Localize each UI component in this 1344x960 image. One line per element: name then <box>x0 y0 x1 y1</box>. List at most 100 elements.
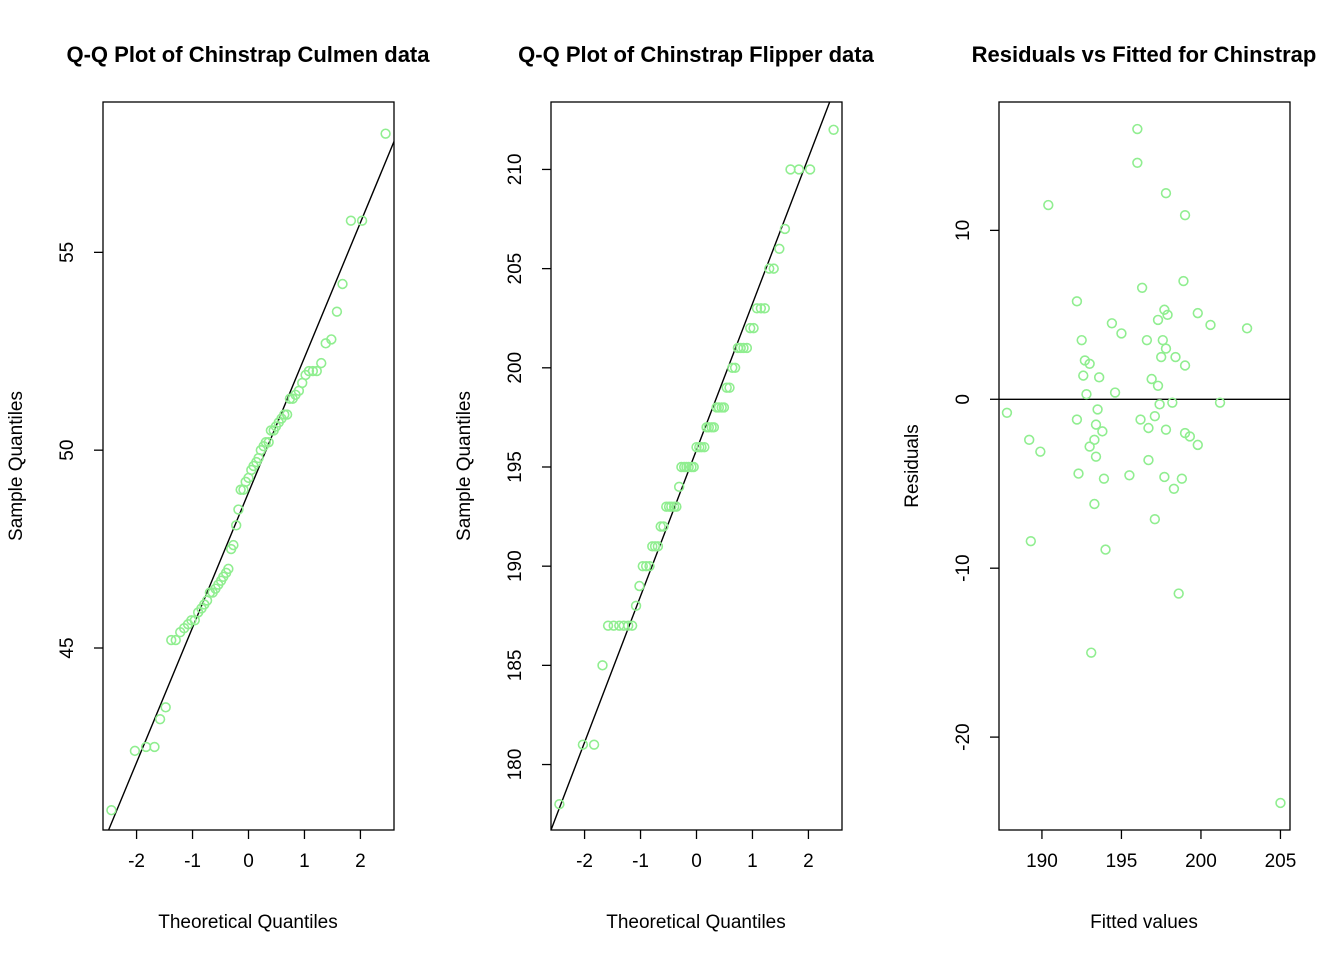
data-point <box>1141 334 1153 346</box>
data-point <box>785 164 796 175</box>
data-point <box>1241 323 1253 334</box>
data-point <box>729 362 741 374</box>
data-point <box>1132 157 1143 169</box>
y-tick-label: 0 <box>953 394 974 405</box>
chart-title: Residuals vs Fitted for Chinstrap <box>972 42 1317 67</box>
data-point <box>748 322 759 334</box>
data-point <box>745 322 756 334</box>
data-point <box>1090 451 1102 462</box>
y-tick-label: 180 <box>505 749 526 781</box>
data-point <box>626 620 638 631</box>
data-point <box>1071 296 1083 307</box>
data-point <box>311 365 322 377</box>
data-point <box>1092 404 1103 415</box>
data-point <box>577 739 589 750</box>
y-tick-label: 190 <box>505 550 526 582</box>
data-point <box>1035 446 1046 457</box>
data-point <box>673 481 685 493</box>
data-point <box>804 164 816 175</box>
data-point <box>721 382 732 393</box>
data-point <box>345 215 357 226</box>
data-point <box>666 501 677 512</box>
data-point <box>768 263 779 274</box>
data-point <box>1162 309 1173 321</box>
data-point <box>228 539 239 551</box>
qq-reference-line <box>107 141 394 830</box>
data-point <box>671 501 682 512</box>
data-point <box>735 342 746 354</box>
data-point <box>337 278 348 290</box>
y-tick-label: -10 <box>953 554 974 581</box>
data-point <box>683 461 694 473</box>
data-point <box>233 504 244 515</box>
y-tick-label: 55 <box>57 242 78 263</box>
data-point <box>1149 514 1161 525</box>
data-point <box>1024 434 1035 446</box>
data-point <box>1090 419 1102 430</box>
data-point <box>1098 473 1110 484</box>
data-point <box>597 660 608 671</box>
data-point <box>676 461 687 473</box>
data-point <box>649 541 661 552</box>
plot-frame <box>998 101 1291 831</box>
data-point <box>779 223 791 235</box>
data-point <box>1154 399 1165 410</box>
data-point <box>1160 188 1172 199</box>
data-point <box>554 799 565 810</box>
y-tick-label: 185 <box>505 650 526 682</box>
chart-title: Q-Q Plot of Chinstrap Culmen data <box>66 42 430 67</box>
x-tick-label: 1 <box>299 851 310 872</box>
x-tick-label: 205 <box>1265 851 1297 872</box>
y-tick-label: 195 <box>505 451 526 483</box>
data-point <box>316 357 327 369</box>
data-point <box>602 620 614 631</box>
data-point <box>1179 209 1191 221</box>
data-point <box>724 382 735 393</box>
data-point <box>307 365 319 377</box>
data-point <box>630 600 642 612</box>
data-point <box>1159 304 1170 315</box>
x-tick-label: -2 <box>128 851 145 872</box>
data-point <box>718 402 730 413</box>
data-point <box>260 437 272 448</box>
data-point <box>759 303 770 314</box>
data-point <box>380 128 391 139</box>
y-tick-label: -20 <box>953 723 974 750</box>
data-point <box>623 620 634 631</box>
data-point <box>1136 282 1148 294</box>
data-point <box>1184 431 1196 442</box>
data-point <box>186 615 197 626</box>
data-point <box>727 362 738 374</box>
data-point <box>1178 275 1189 287</box>
data-point <box>279 409 290 420</box>
data-point <box>1173 588 1184 599</box>
data-point <box>1160 343 1172 354</box>
data-point <box>1179 360 1191 371</box>
data-point <box>1106 318 1118 329</box>
data-point <box>1152 314 1164 326</box>
data-point <box>1176 473 1188 484</box>
data-point <box>331 306 343 317</box>
data-point <box>828 124 839 135</box>
data-point <box>1097 426 1108 437</box>
x-tick-label: 1 <box>747 851 758 872</box>
panel-culmen-qq: Q-Q Plot of Chinstrap Culmen data Theore… <box>6 42 430 933</box>
data-point <box>1146 373 1157 385</box>
data-point <box>741 342 753 354</box>
data-point <box>1025 535 1037 547</box>
y-axis-label: Sample Quantiles <box>6 391 27 541</box>
data-point <box>699 441 710 453</box>
data-point <box>170 634 181 646</box>
data-point <box>640 560 652 572</box>
data-point <box>644 560 655 572</box>
x-tick-label: -1 <box>632 851 649 872</box>
panel-residuals: Residuals vs Fitted for Chinstrap Fitted… <box>902 42 1316 933</box>
data-point <box>713 402 725 413</box>
data-point <box>1116 328 1127 339</box>
data-point <box>1124 470 1135 481</box>
plot-area: -2 -1 0 1 2 45 50 55 <box>57 101 395 872</box>
y-tick-label: 210 <box>505 154 526 186</box>
y-axis-label: Sample Quantiles <box>454 391 475 541</box>
data-point <box>655 521 666 532</box>
data-point <box>764 263 775 274</box>
